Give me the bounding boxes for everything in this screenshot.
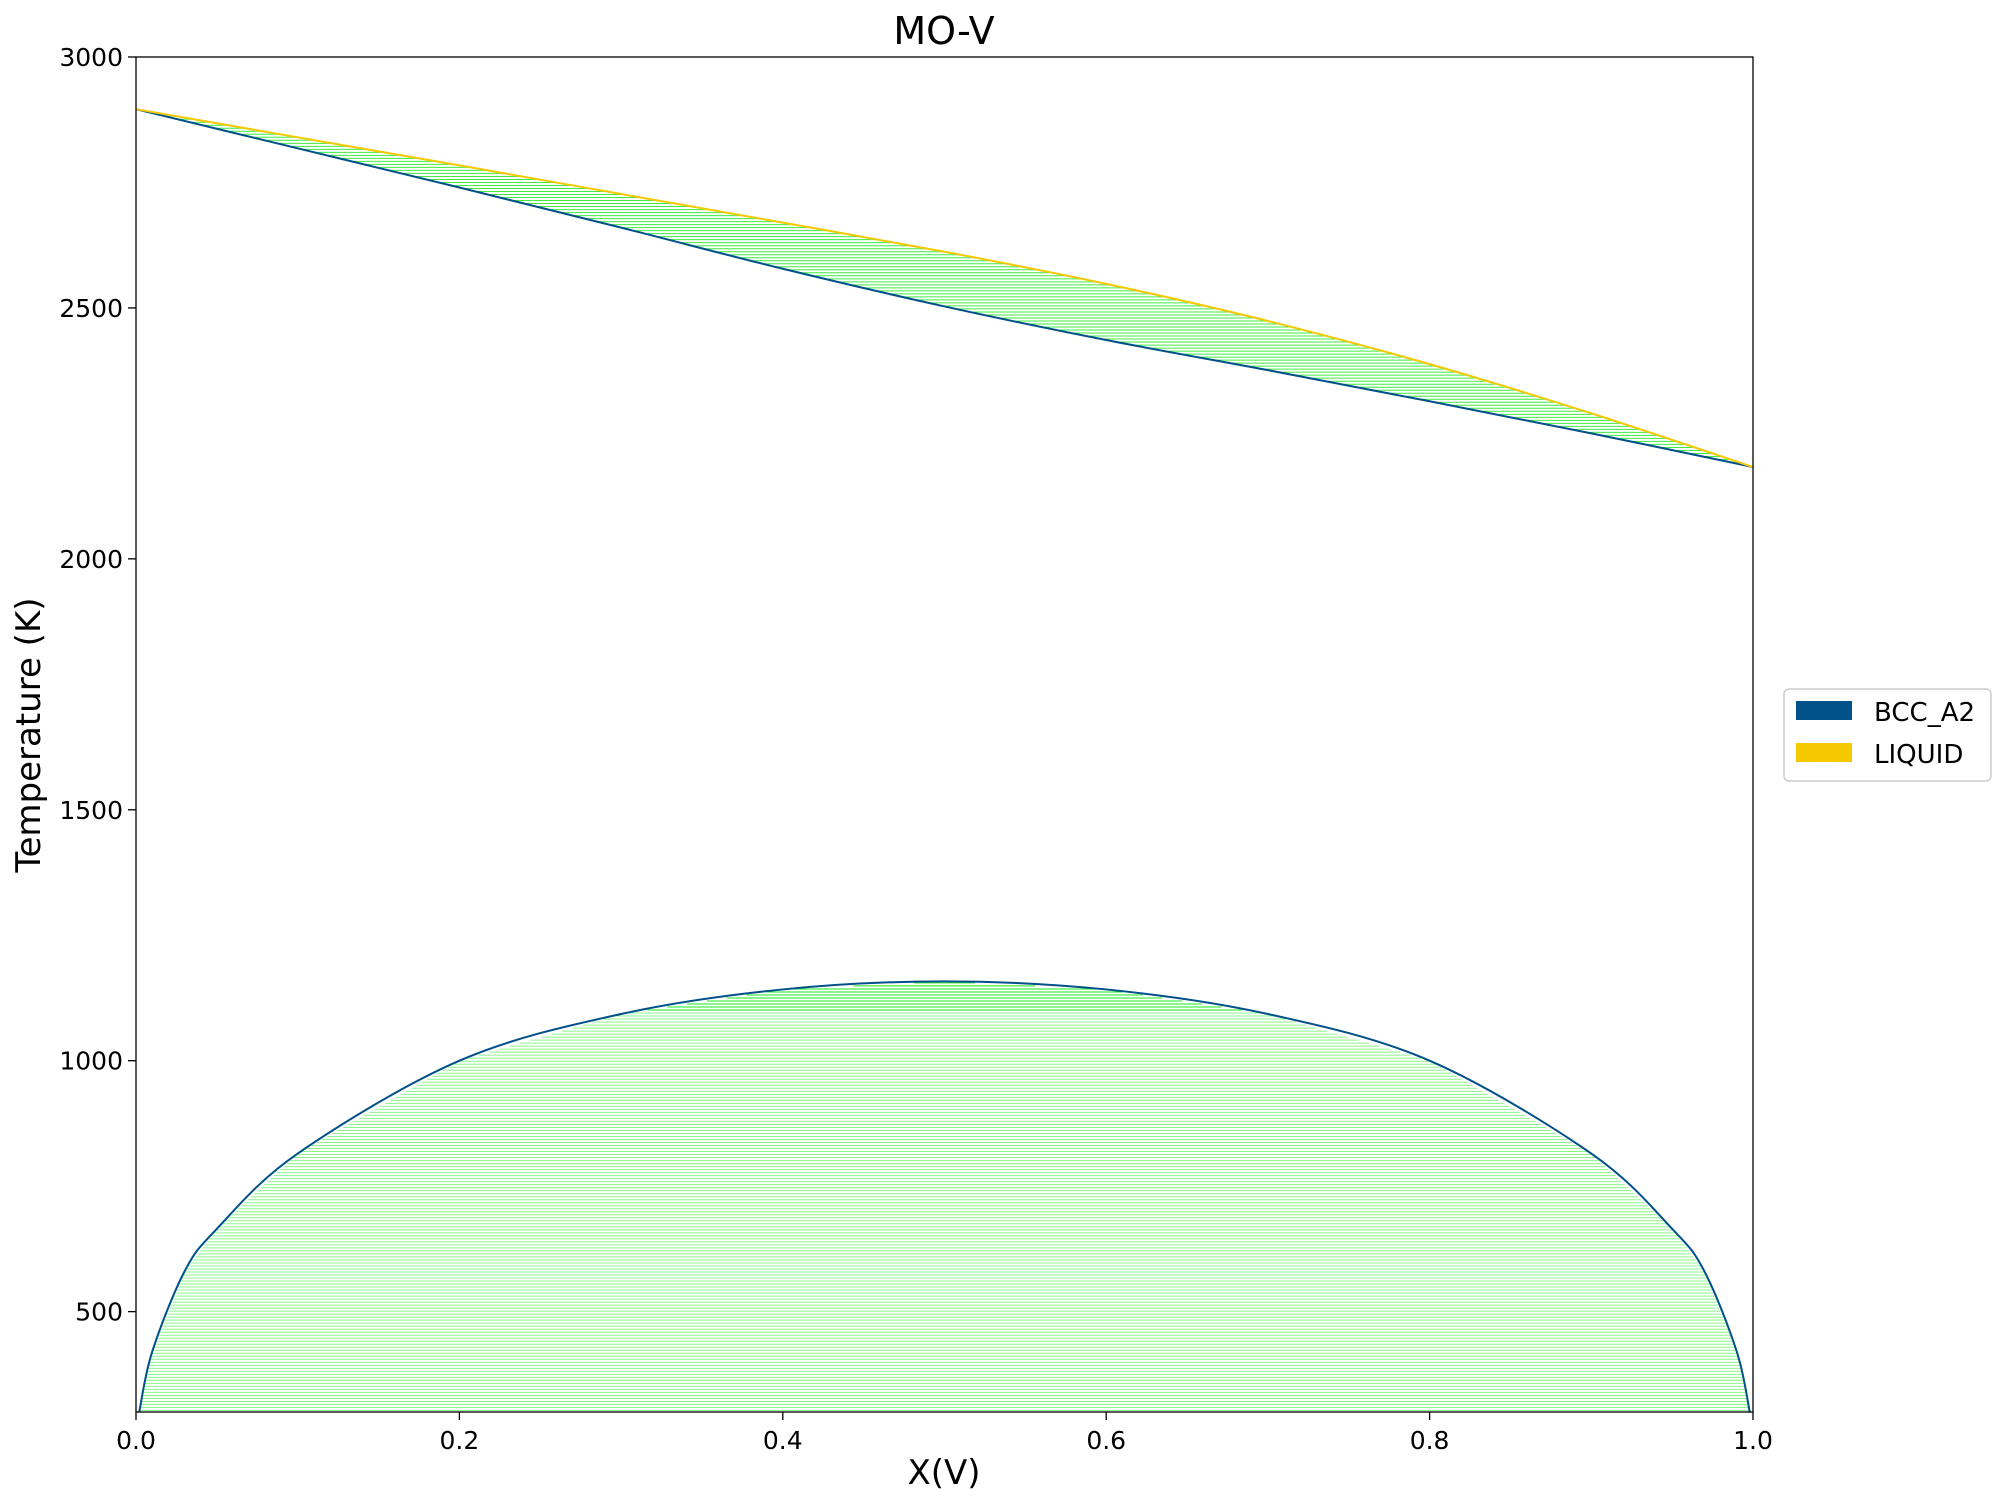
y-tick-label: 500 [75,1298,123,1327]
plot-frame [135,56,1754,1413]
solidus-curve [135,108,1754,468]
y-tick-label: 1000 [59,1047,123,1076]
tie-lines-miscibility-gap [139,982,1750,1411]
x-axis: 0.0 0.2 0.4 0.6 0.8 1.0 [116,1412,1773,1455]
y-tick-label: 1500 [59,796,123,825]
y-tick-label: 2500 [59,294,123,323]
x-tick-label: 0.2 [440,1426,480,1455]
legend-swatch [1796,701,1852,720]
legend: BCC_A2 LIQUID [1783,688,1992,782]
x-tick-label: 0.8 [1410,1426,1450,1455]
legend-swatch [1796,743,1852,762]
y-axis: 500 1000 1500 2000 2500 3000 [59,43,136,1327]
y-axis-label: Temperature (K) [9,597,49,873]
tie-lines-liquid-bcc [140,109,1749,467]
legend-label: LIQUID [1874,740,1963,770]
y-tick-label: 2000 [59,545,123,574]
legend-label: BCC_A2 [1874,698,1975,728]
x-axis-label: X(V) [907,1453,980,1493]
x-tick-label: 0.4 [763,1426,803,1455]
y-tick-label: 3000 [59,43,123,72]
chart-title: MO-V [893,9,994,53]
liquidus-curve [135,108,1754,468]
x-tick-label: 0.0 [116,1426,156,1455]
plot-area [135,108,1754,1413]
x-tick-label: 0.6 [1086,1426,1126,1455]
x-tick-label: 1.0 [1733,1426,1773,1455]
miscibility-gap-curve [138,980,1751,1413]
